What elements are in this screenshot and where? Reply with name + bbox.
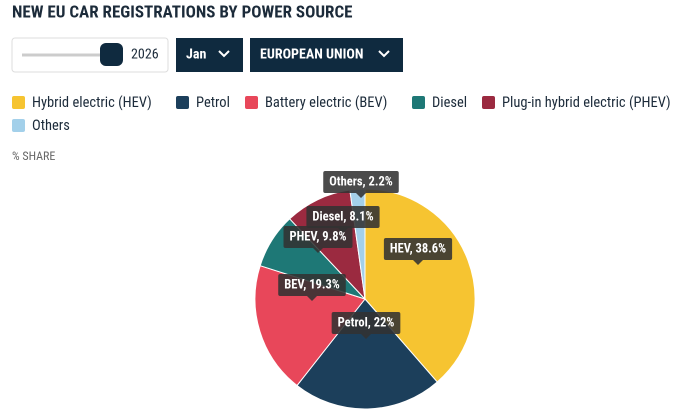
legend-label: Plug-in hybrid electric (PHEV) [502,94,671,111]
label-pointer [313,248,323,253]
legend-swatch [245,96,258,109]
label-text: BEV, 19.3% [284,277,340,292]
chart-title: NEW EU CAR REGISTRATIONS BY POWER SOURCE [12,2,352,22]
legend-item[interactable]: Plug-in hybrid electric (PHEV) [482,94,671,111]
label-text: PHEV, 9.8% [290,229,347,244]
data-label: Diesel, 8.1% [306,206,380,233]
label-pointer [413,260,423,265]
legend-label: Petrol [196,94,230,111]
subtitle: % SHARE [12,149,55,163]
legend-swatch [12,96,25,109]
legend-item[interactable]: Petrol [176,94,230,111]
dropdown-bg [176,38,243,72]
year-value: 2026 [131,47,159,63]
legend-item[interactable]: Battery electric (BEV) [245,94,387,111]
legend-item[interactable]: Others [12,117,70,134]
legend-label: Others [32,117,70,134]
slider-knob[interactable] [100,43,123,66]
label-pointer [361,334,371,339]
label-text: Diesel, 8.1% [312,209,373,224]
label-text: Others, 2.2% [329,174,393,189]
legend-swatch [12,119,25,132]
label-text: HEV, 38.6% [390,241,446,256]
legend: Hybrid electric (HEV) Petrol Battery elect… [12,94,671,134]
label-box [323,171,399,193]
label-pointer [307,296,317,301]
label-text: Petrol, 22% [338,315,395,330]
legend-label: Battery electric (BEV) [265,94,387,111]
label-box [331,312,401,334]
legend-swatch [412,96,425,109]
legend-swatch [176,96,189,109]
data-label: PHEV, 9.8% [283,226,353,253]
label-box [283,226,353,248]
legend-swatch [482,96,495,109]
pie-slice[interactable] [364,188,476,383]
pie-labels: HEV, 38.6% Petrol, 22% BEV, 19.3% Diesel, 8… [278,171,453,339]
label-box [306,206,380,228]
legend-item[interactable]: Hybrid electric (HEV) [12,94,152,111]
region-dropdown[interactable]: EUROPEAN UNION [250,38,403,72]
chevron [378,50,390,58]
year-slider[interactable]: 2026 [11,37,169,73]
month-dropdown[interactable]: Jan [176,38,243,72]
label-pointer [356,193,366,198]
data-label: Petrol, 22% [331,312,401,339]
data-label: BEV, 19.3% [278,274,346,301]
legend-item[interactable]: Diesel [412,94,467,111]
chevron [218,50,230,58]
label-box [383,238,453,260]
data-label: Others, 2.2% [323,171,399,198]
region-value: EUROPEAN UNION [260,47,363,63]
label-box [278,274,346,296]
month-value: Jan [186,47,206,63]
legend-label: Hybrid electric (HEV) [32,94,152,111]
pie-slice[interactable] [296,298,438,410]
data-label: HEV, 38.6% [383,238,453,265]
dropdown-bg [250,38,403,72]
legend-label: Diesel [432,94,467,111]
